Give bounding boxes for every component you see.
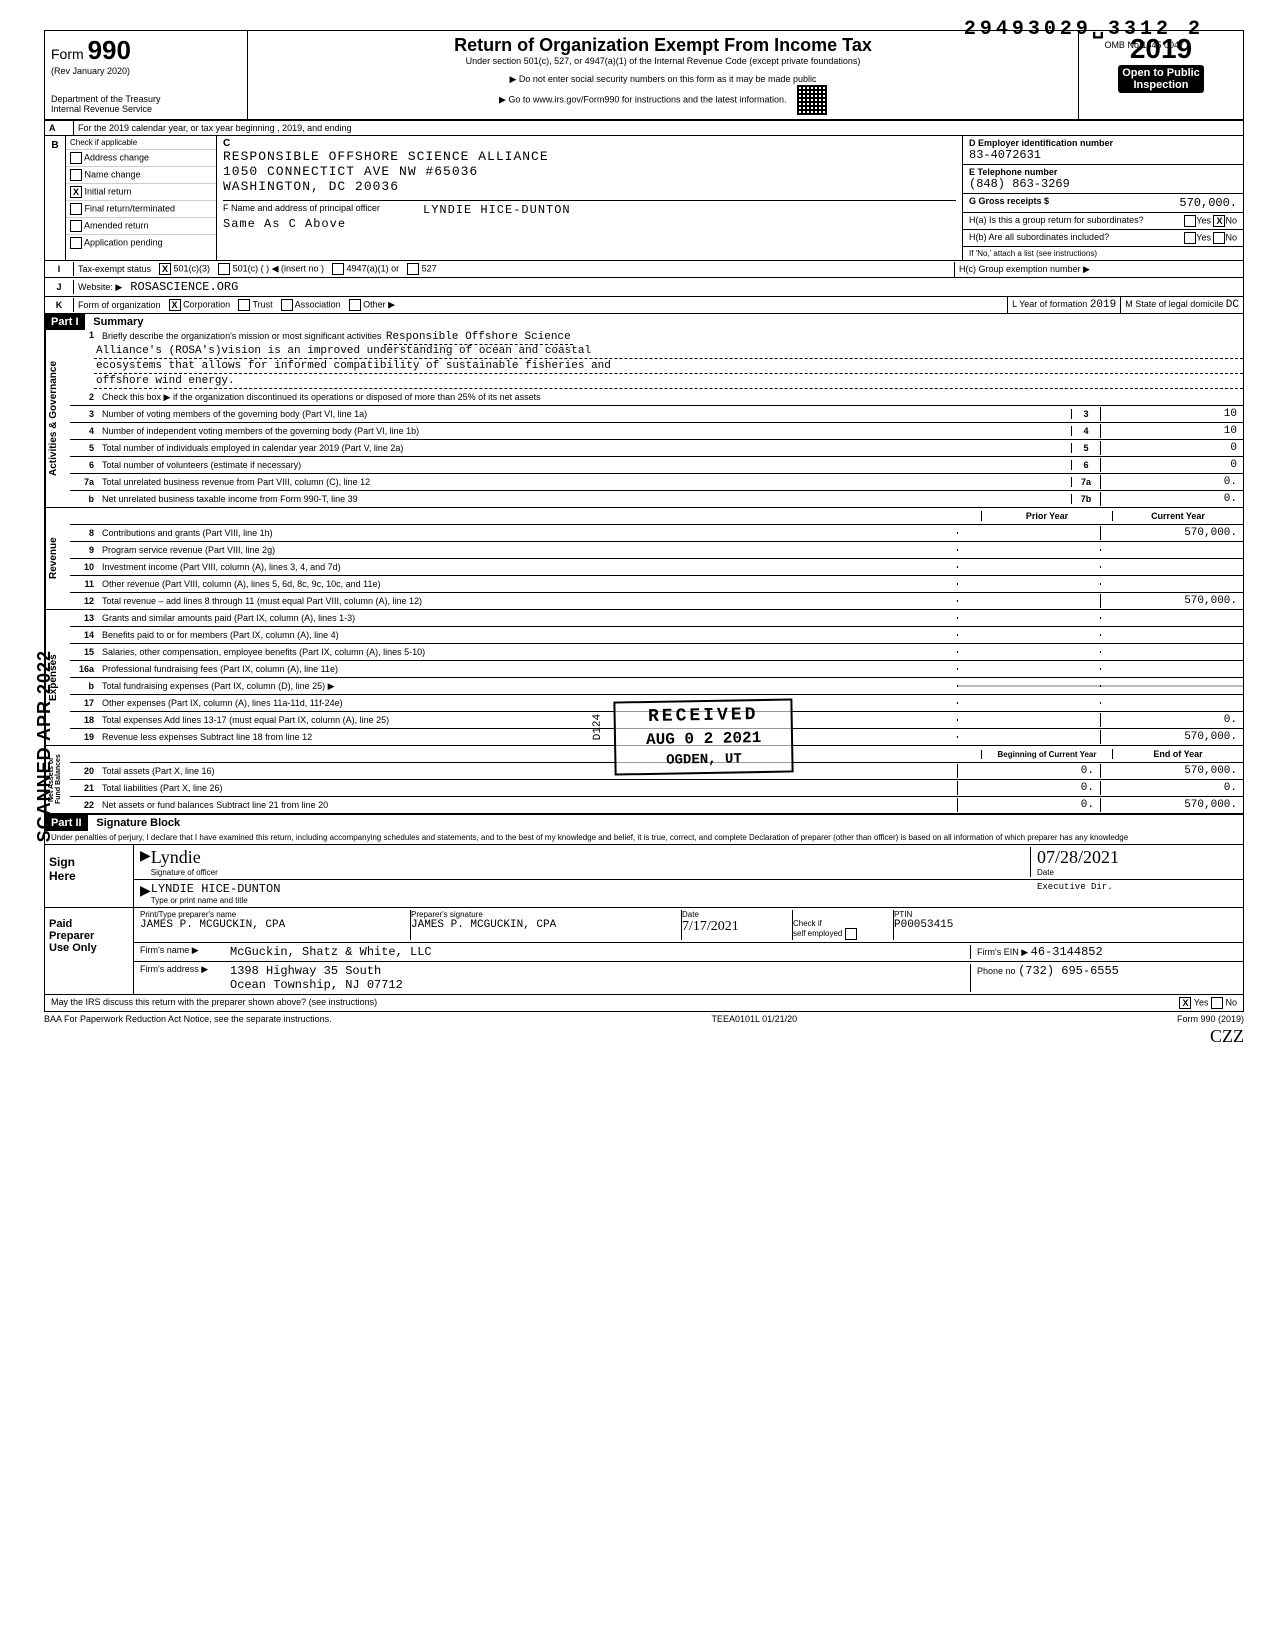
col-eoy: End of Year (1112, 749, 1243, 759)
officer-title: Executive Dir. (1037, 882, 1237, 905)
paid-preparer: Paid Preparer Use Only (45, 908, 134, 994)
line-i-label: I (45, 262, 74, 276)
cb-501c3[interactable] (159, 263, 171, 275)
tax-status-label: Tax-exempt status (74, 262, 155, 276)
cb-initial[interactable] (70, 186, 82, 198)
signature: Lyndie (151, 847, 201, 867)
cb-address[interactable] (70, 152, 82, 164)
subtitle-3: ▶ Go to www.irs.gov/Form990 for instruct… (252, 85, 1074, 115)
form-title: Return of Organization Exempt From Incom… (252, 35, 1074, 56)
g-label: G Gross receipts $ (969, 196, 1049, 206)
cb-name[interactable] (70, 169, 82, 181)
discuss-yes[interactable] (1179, 997, 1191, 1009)
part1-title: Summary (87, 316, 143, 328)
line-a: For the 2019 calendar year, or tax year … (74, 121, 1243, 135)
checkbox-column: Check if applicable Address change Name … (66, 136, 217, 260)
vlabel-gov: Activities & Governance (45, 330, 70, 507)
officer-addr: Same As C Above (223, 217, 956, 231)
ein: 83-4072631 (969, 148, 1237, 162)
vlabel-rev: Revenue (45, 508, 70, 609)
form-foot: Form 990 (2019) (1177, 1014, 1244, 1024)
line-j-label: J (45, 280, 74, 294)
mission-l2: Alliance's (ROSA's)vision is an improved… (94, 344, 1243, 359)
officer-name: LYNDIE HICE-DUNTON (423, 203, 571, 217)
mission-l4: offshore wind energy. (94, 374, 1243, 389)
perjury: Under penalties of perjury, I declare th… (45, 831, 1243, 845)
form-org-label: Form of organization (74, 298, 165, 312)
cb-pending[interactable] (70, 237, 82, 249)
teea: TEEA0101L 01/21/20 (711, 1014, 797, 1024)
cb-other[interactable] (349, 299, 361, 311)
col-prior: Prior Year (981, 511, 1112, 521)
subtitle-2: ▶ Do not enter social security numbers o… (252, 74, 1074, 85)
qr-icon (797, 85, 827, 115)
hb-yes[interactable] (1184, 232, 1196, 244)
line-b-label: B (45, 136, 66, 260)
part1-header: Part I (45, 314, 85, 330)
cb-527[interactable] (407, 263, 419, 275)
cb-final[interactable] (70, 203, 82, 215)
sign-here: Sign Here (45, 845, 134, 907)
vlabel-net: Net Assets or Fund Balances (45, 746, 70, 813)
dln-stamp: 29493029␣3312 2 (964, 15, 1204, 41)
form-label: Form 990 (51, 35, 241, 66)
cb-501c[interactable] (218, 263, 230, 275)
gross-receipts: 570,000. (1179, 196, 1237, 210)
revision: (Rev January 2020) (51, 66, 241, 76)
website: ROSASCIENCE.ORG (126, 278, 242, 296)
col-curr: Current Year (1112, 511, 1243, 521)
sig-date: 07/28/2021 (1037, 847, 1119, 867)
line-a-label: A (45, 121, 74, 135)
dept: Department of the Treasury Internal Reve… (51, 94, 241, 114)
cb-corp[interactable] (169, 299, 181, 311)
phone: (848) 863-3269 (969, 177, 1237, 191)
cb-4947[interactable] (332, 263, 344, 275)
f-label: F Name and address of principal officer (223, 203, 423, 217)
org-addr2: WASHINGTON, DC 20036 (223, 179, 956, 194)
hand-initials: CZZ (44, 1026, 1244, 1047)
d-label: D Employer identification number (969, 138, 1237, 148)
line-k-label: K (45, 298, 74, 312)
vlabel-exp: Expenses (45, 610, 70, 745)
hb-note: If 'No,' attach a list (see instructions… (963, 247, 1243, 260)
org-addr1: 1050 CONNECTICT AVE NW #65036 (223, 164, 956, 179)
discuss-label: May the IRS discuss this return with the… (51, 997, 377, 1009)
hc-label: H(c) Group exemption number ▶ (954, 262, 1243, 277)
discuss-no[interactable] (1211, 997, 1223, 1009)
c-label: C (223, 138, 956, 149)
ha-label: H(a) Is this a group return for subordin… (969, 215, 1144, 227)
part2-title: Signature Block (90, 817, 180, 829)
cb-self[interactable] (845, 928, 857, 940)
cb-amended[interactable] (70, 220, 82, 232)
hb-no[interactable] (1213, 232, 1225, 244)
open-public-badge: Open to Public Inspection (1118, 65, 1204, 93)
col-boy: Beginning of Current Year (981, 750, 1112, 759)
officer-print: LYNDIE HICE-DUNTON (151, 882, 281, 896)
mission-l3: ecosystems that allows for informed comp… (94, 359, 1243, 374)
org-name: RESPONSIBLE OFFSHORE SCIENCE ALLIANCE (223, 149, 956, 164)
subtitle-1: Under section 501(c), 527, or 4947(a)(1)… (252, 56, 1074, 66)
e-label: E Telephone number (969, 167, 1237, 177)
ha-yes[interactable] (1184, 215, 1196, 227)
ha-no[interactable] (1213, 215, 1225, 227)
website-label: Website: ▶ (74, 280, 126, 295)
baa-note: BAA For Paperwork Reduction Act Notice, … (44, 1014, 332, 1024)
omb-number: OMB No 1545 0047 (1104, 40, 1184, 50)
hb-label: H(b) Are all subordinates included? (969, 232, 1109, 244)
cb-assoc[interactable] (281, 299, 293, 311)
cb-trust[interactable] (238, 299, 250, 311)
